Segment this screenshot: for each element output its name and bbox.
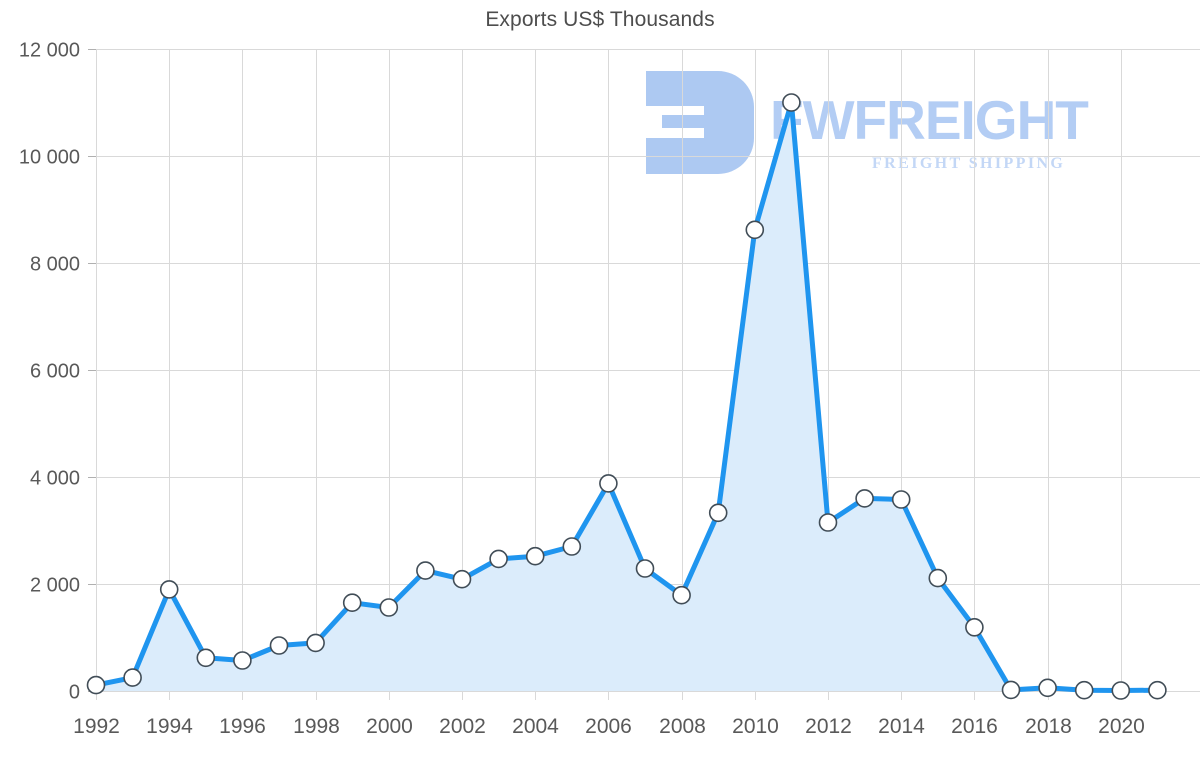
x-axis-tick-label: 1992 bbox=[73, 715, 120, 738]
y-axis-labels: 0 2 000 4 000 6 000 8 000 10 000 12 000 bbox=[19, 40, 80, 704]
data-point-marker[interactable]: 1997: 850 bbox=[269, 636, 289, 655]
data-point-marker[interactable]: 2009: 3330 bbox=[708, 503, 728, 523]
gridlines bbox=[88, 49, 1200, 692]
data-point-marker[interactable]: 2011: 11000 bbox=[782, 93, 801, 112]
data-point-marker[interactable]: 1996: 570 bbox=[233, 651, 252, 670]
data-point-marker[interactable]: 1998: 900 bbox=[306, 633, 325, 653]
area-fill bbox=[96, 102, 1158, 691]
data-point-marker[interactable]: 2019: 15 bbox=[1074, 680, 1094, 700]
data-point-marker[interactable]: 2021: 15 bbox=[1148, 680, 1167, 700]
data-point-marker[interactable]: 2020: 10 bbox=[1111, 681, 1131, 700]
x-axis-tick-label: 1996 bbox=[219, 715, 266, 738]
y-axis-tick-label: 2 000 bbox=[30, 575, 80, 597]
x-axis-tick-label: 2014 bbox=[878, 715, 925, 738]
data-point-marker[interactable]: 2015: 2110 bbox=[928, 568, 948, 588]
data-point-marker[interactable]: 2013: 3600 bbox=[855, 489, 874, 508]
y-axis-tick-label: 0 bbox=[69, 682, 80, 704]
x-axis-tick-label: 2010 bbox=[732, 715, 779, 738]
data-point-marker[interactable]: 2001: 2250 bbox=[416, 561, 435, 580]
x-axis-tick-label: 2018 bbox=[1025, 715, 1072, 738]
data-point-marker[interactable]: 2004: 2520 bbox=[525, 546, 545, 566]
x-axis-tick-label: 2000 bbox=[366, 715, 413, 738]
data-point-marker[interactable]: 2018: 60 bbox=[1038, 678, 1057, 698]
data-point-marker[interactable]: 2007: 2290 bbox=[635, 559, 655, 578]
data-point-marker[interactable]: 2006: 3880 bbox=[599, 474, 618, 493]
data-point-marker[interactable]: 2016: 1190 bbox=[965, 617, 984, 637]
x-axis-tick-label: 1998 bbox=[293, 715, 340, 738]
data-point-marker[interactable]: 1995: 620 bbox=[196, 648, 216, 668]
x-axis-tick-label: 2012 bbox=[805, 715, 852, 738]
series-markers: 1992: 110 1993: 250 1994: 1900 1995: 620 199… bbox=[86, 93, 1167, 700]
x-axis-tick-label: 2006 bbox=[585, 715, 632, 738]
series-area bbox=[96, 102, 1158, 691]
data-point-marker[interactable]: 2017: 20 bbox=[1001, 680, 1021, 700]
data-point-marker[interactable]: 1994: 1900 bbox=[159, 580, 179, 599]
x-axis-tick-label: 1994 bbox=[146, 715, 193, 738]
y-axis-tick-label: 6 000 bbox=[30, 361, 80, 383]
x-axis-tick-label: 2002 bbox=[439, 715, 486, 738]
data-point-marker[interactable]: 1999: 1650 bbox=[342, 593, 362, 613]
data-point-marker[interactable]: 2014: 3580 bbox=[891, 490, 911, 509]
x-axis-tick-label: 2008 bbox=[659, 715, 706, 738]
y-axis-tick-label: 4 000 bbox=[30, 468, 80, 490]
data-point-marker[interactable]: 2010: 8620 bbox=[745, 220, 765, 240]
x-axis-tick-label: 2020 bbox=[1098, 715, 1145, 738]
y-axis-tick-label: 8 000 bbox=[30, 254, 80, 276]
data-point-marker[interactable]: 2005: 2700 bbox=[562, 537, 582, 556]
data-point-marker[interactable]: 1992: 110 bbox=[86, 675, 106, 695]
data-point-marker[interactable]: 2003: 2470 bbox=[489, 549, 508, 569]
x-axis-tick-label: 2004 bbox=[512, 715, 559, 738]
y-axis-tick-label: 12 000 bbox=[19, 40, 80, 62]
data-point-marker[interactable]: 2000: 1560 bbox=[379, 598, 399, 617]
data-point-marker[interactable]: 2008: 1790 bbox=[672, 585, 691, 605]
data-point-marker[interactable]: 2012: 3150 bbox=[818, 513, 838, 532]
chart-title: Exports US$ Thousands bbox=[485, 8, 715, 31]
data-point-marker[interactable]: 1993: 250 bbox=[123, 668, 142, 687]
y-axis-tick-label: 10 000 bbox=[19, 147, 80, 169]
data-point-marker[interactable]: 2002: 2090 bbox=[452, 569, 472, 589]
x-axis-labels: 1992 1994 1996 1998 2000 2002 2004 2006 2008 2010… bbox=[73, 715, 1145, 738]
x-axis-tick-label: 2016 bbox=[951, 715, 998, 738]
